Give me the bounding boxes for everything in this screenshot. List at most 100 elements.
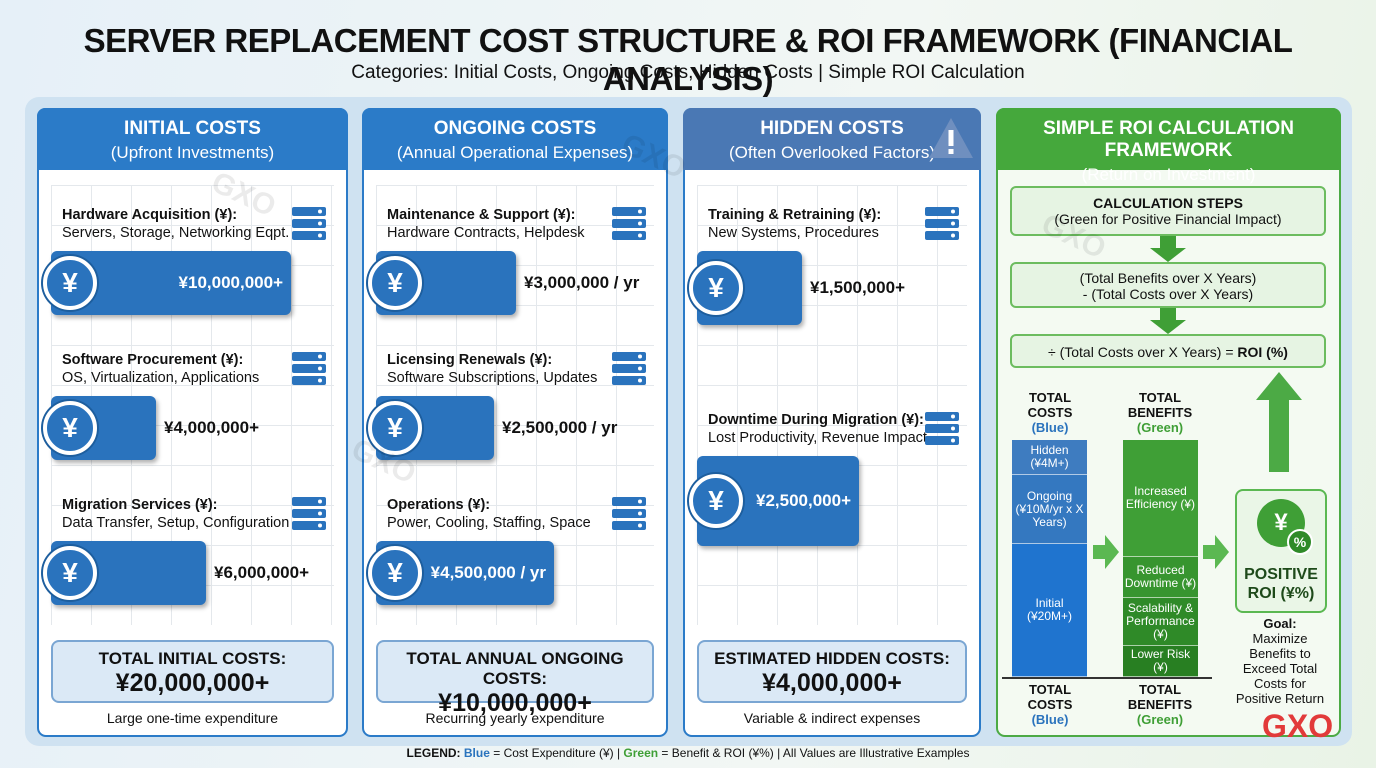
yen-icon: ¥ (689, 261, 743, 315)
costs-color: (Blue) (1031, 420, 1069, 435)
segment-label: Increased Efficiency (¥) (1125, 484, 1196, 511)
column-note: Recurring yearly expenditure (425, 710, 605, 726)
item-detail: Software Subscriptions, Updates (387, 370, 598, 386)
item-title: Licensing Renewals (¥): (387, 352, 553, 368)
cost-segment: Hidden (¥4M+) (1012, 440, 1087, 475)
total-value: ¥4,000,000+ (762, 669, 902, 697)
steps-subtitle: (Green for Positive Financial Impact) (1054, 211, 1282, 227)
costs-label: TOTAL COSTS (1027, 682, 1073, 712)
benefits-label: TOTAL BENEFITS (1127, 390, 1193, 420)
column-header: ONGOING COSTS (Annual Operational Expense… (362, 108, 668, 170)
percent-icon: % (1287, 529, 1313, 555)
item-icon (925, 207, 959, 240)
step-1: CALCULATION STEPS (Green for Positive Fi… (1010, 186, 1326, 236)
column-subtitle: (Annual Operational Expenses) (396, 143, 634, 162)
item-detail: Lost Productivity, Revenue Impact (708, 430, 927, 446)
item-title: Operations (¥): (387, 497, 491, 513)
costs-header: TOTAL COSTS (Blue) (1005, 390, 1095, 435)
item-detail: Data Transfer, Setup, Configuration (62, 515, 290, 531)
legend-green-text: = Benefit & ROI (¥%) | All Values are Il… (658, 746, 970, 760)
goal-label: Goal: (1263, 616, 1297, 631)
segment-label: Scalability & Performance (¥) (1126, 601, 1195, 641)
goal: Goal: Maximize Benefits to Exceed Total C… (1232, 616, 1328, 706)
item-icon (292, 352, 326, 385)
cost-amount: ¥2,500,000 / yr (502, 418, 618, 437)
segment-label: Ongoing (1026, 488, 1073, 503)
yen-icon: ¥ (43, 256, 97, 310)
item-icon (612, 352, 646, 385)
benefits-header: TOTAL BENEFITS (Green) (1115, 390, 1205, 435)
benefit-segment: Scalability & Performance (¥) (1123, 598, 1198, 646)
result-text: POSITIVE ROI (¥%) (1244, 566, 1318, 602)
cost-amount: ¥4,000,000+ (164, 418, 260, 437)
item-title: Migration Services (¥): (62, 497, 218, 513)
arrow-down (1150, 308, 1186, 334)
yen-icon: ¥ (43, 546, 97, 600)
benefits-color: (Green) (1136, 712, 1184, 727)
item-icon (292, 207, 326, 240)
goal-text: Maximize Benefits to Exceed Total Costs … (1235, 631, 1325, 706)
item-title: Maintenance & Support (¥): (387, 207, 576, 223)
item-icon (292, 497, 326, 530)
item-icon (612, 497, 646, 530)
column-note: Large one-time expenditure (106, 710, 279, 726)
item-detail: Hardware Contracts, Helpdesk (387, 225, 585, 241)
column-note: Variable & indirect expenses (743, 710, 921, 726)
steps-title: CALCULATION STEPS (1093, 195, 1243, 211)
warning-icon (929, 118, 973, 158)
total-label: TOTAL INITIAL COSTS: (98, 649, 287, 668)
column-title: ONGOING COSTS (433, 118, 597, 139)
arrow-down (1150, 236, 1186, 262)
item-title: Training & Retraining (¥): (708, 207, 882, 223)
total-value: ¥10,000,000+ (438, 689, 592, 717)
cost-segment: Initial (¥20M+) (1012, 544, 1087, 677)
costs-footer: TOTAL COSTS (Blue) (1005, 682, 1095, 727)
legend-green: Green (623, 746, 659, 760)
item-icon (925, 412, 959, 445)
column-subtitle: (Upfront Investments) (110, 143, 275, 162)
yen-icon: ¥ (689, 474, 743, 528)
column-title: HIDDEN COSTS (760, 118, 904, 139)
cost-amount: ¥1,500,000+ (810, 278, 906, 297)
total-box: TOTAL INITIAL COSTS: ¥20,000,000+ (51, 640, 334, 703)
step-2-line: (Total Benefits over X Years) (1079, 270, 1257, 286)
segment-label: Initial (1035, 596, 1064, 610)
yen-icon: ¥ (368, 546, 422, 600)
step-3-text: ÷ (Total Costs over X Years) = (1048, 344, 1238, 360)
legend: LEGEND: Blue = Cost Expenditure (¥) | Gr… (0, 746, 1376, 760)
benefits-color: (Green) (1136, 420, 1184, 435)
total-label: TOTAL ANNUAL ONGOING COSTS: (406, 649, 624, 688)
total-box: TOTAL ANNUAL ONGOING COSTS: ¥10,000,000+ (376, 640, 654, 717)
item-title: Software Procurement (¥): (62, 352, 244, 368)
baseline (1002, 677, 1212, 679)
cost-amount: ¥6,000,000+ (214, 563, 310, 582)
step-3: ÷ (Total Costs over X Years) = ROI (%) (1010, 334, 1326, 368)
item-detail: OS, Virtualization, Applications (62, 370, 260, 386)
arrow-right (1093, 535, 1119, 569)
title: SERVER REPLACEMENT COST STRUCTURE & ROI … (83, 22, 1293, 97)
segment-value: (¥20M+) (1026, 609, 1073, 623)
legend-blue: Blue (463, 746, 490, 760)
cost-amount: ¥2,500,000+ (755, 491, 851, 510)
item-detail: Power, Cooling, Staffing, Space (387, 515, 591, 531)
benefits-label: TOTAL BENEFITS (1127, 682, 1193, 712)
subtitle: Categories: Initial Costs, Ongoing Costs… (351, 62, 1025, 83)
costs-label: TOTAL COSTS (1027, 390, 1073, 420)
benefit-segment: Reduced Downtime (¥) (1123, 557, 1198, 598)
item-title: Downtime During Migration (¥): (708, 412, 924, 428)
item-icon (612, 207, 646, 240)
logo: GXO (1262, 708, 1334, 744)
step-3-result: ROI (%) (1237, 344, 1288, 360)
legend-label: LEGEND: (406, 746, 461, 760)
arrow-up (1256, 372, 1302, 472)
column-header: HIDDEN COSTS (Often Overlooked Factors) (683, 108, 981, 170)
segment-label: Reduced Downtime (¥) (1124, 563, 1197, 590)
cost-amount: ¥4,500,000 / yr (430, 563, 546, 582)
costs-color: (Blue) (1031, 712, 1069, 727)
segment-value: (¥4M+) (1030, 456, 1069, 470)
yen-icon: ¥ (368, 401, 422, 455)
step-2: (Total Benefits over X Years) - (Total C… (1010, 262, 1326, 308)
cost-amount: ¥10,000,000+ (178, 273, 283, 292)
total-label: ESTIMATED HIDDEN COSTS: (714, 649, 950, 668)
